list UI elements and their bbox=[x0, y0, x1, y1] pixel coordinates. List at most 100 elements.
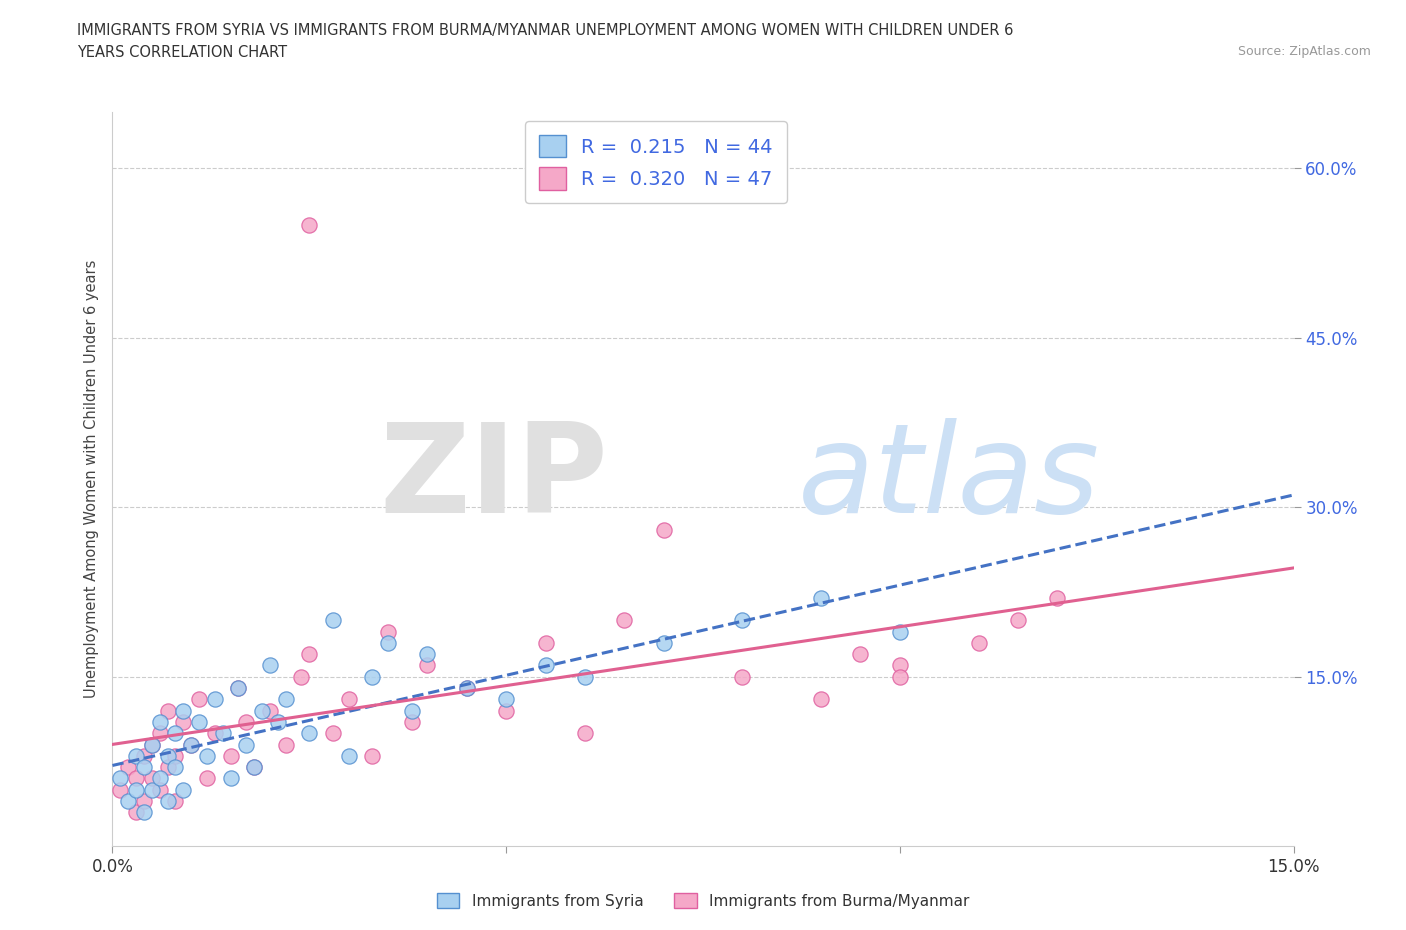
Text: ZIP: ZIP bbox=[380, 418, 609, 539]
Point bbox=[298, 725, 321, 740]
Point bbox=[165, 793, 187, 808]
Point bbox=[652, 635, 675, 650]
Y-axis label: Unemployment Among Women with Children Under 6 years: Unemployment Among Women with Children U… bbox=[83, 259, 98, 698]
Point bbox=[250, 703, 273, 718]
Point bbox=[401, 703, 423, 718]
Point bbox=[165, 749, 187, 764]
Point bbox=[141, 782, 163, 797]
Point bbox=[613, 613, 636, 628]
Text: YEARS CORRELATION CHART: YEARS CORRELATION CHART bbox=[77, 45, 287, 60]
Point bbox=[574, 725, 596, 740]
Point bbox=[156, 703, 179, 718]
Legend: Immigrants from Syria, Immigrants from Burma/Myanmar: Immigrants from Syria, Immigrants from B… bbox=[430, 886, 976, 915]
Point bbox=[652, 523, 675, 538]
Point bbox=[165, 725, 187, 740]
Point bbox=[132, 805, 155, 820]
Point bbox=[337, 749, 360, 764]
Point bbox=[132, 760, 155, 775]
Point bbox=[274, 737, 297, 752]
Point bbox=[228, 681, 250, 696]
Point bbox=[235, 737, 257, 752]
Text: atlas: atlas bbox=[797, 418, 1099, 539]
Point bbox=[298, 646, 321, 661]
Point bbox=[110, 782, 132, 797]
Point bbox=[259, 658, 281, 673]
Point bbox=[401, 714, 423, 729]
Point bbox=[1046, 591, 1069, 605]
Point bbox=[211, 725, 233, 740]
Point bbox=[188, 692, 211, 707]
Point bbox=[117, 793, 139, 808]
Point bbox=[117, 760, 139, 775]
Point bbox=[274, 692, 297, 707]
Point bbox=[172, 714, 194, 729]
Point bbox=[495, 692, 517, 707]
Point bbox=[172, 703, 194, 718]
Point bbox=[149, 771, 172, 786]
Point bbox=[165, 760, 187, 775]
Point bbox=[889, 670, 911, 684]
Point bbox=[141, 771, 163, 786]
Point bbox=[243, 760, 266, 775]
Point bbox=[377, 624, 399, 639]
Point bbox=[219, 749, 242, 764]
Point bbox=[322, 725, 344, 740]
Point bbox=[322, 613, 344, 628]
Point bbox=[132, 793, 155, 808]
Point bbox=[416, 646, 439, 661]
Point bbox=[149, 714, 172, 729]
Point bbox=[259, 703, 281, 718]
Point bbox=[188, 714, 211, 729]
Point bbox=[361, 670, 384, 684]
Point bbox=[149, 725, 172, 740]
Text: Source: ZipAtlas.com: Source: ZipAtlas.com bbox=[1237, 45, 1371, 58]
Point bbox=[337, 692, 360, 707]
Point bbox=[149, 782, 172, 797]
Point bbox=[204, 692, 226, 707]
Point bbox=[889, 658, 911, 673]
Point bbox=[731, 613, 754, 628]
Point bbox=[125, 749, 148, 764]
Point bbox=[1007, 613, 1029, 628]
Point bbox=[810, 591, 832, 605]
Point bbox=[967, 635, 990, 650]
Point bbox=[574, 670, 596, 684]
Point bbox=[132, 749, 155, 764]
Point bbox=[889, 624, 911, 639]
Point bbox=[810, 692, 832, 707]
Point bbox=[267, 714, 290, 729]
Point bbox=[361, 749, 384, 764]
Point bbox=[534, 658, 557, 673]
Point bbox=[534, 635, 557, 650]
Point bbox=[156, 760, 179, 775]
Point bbox=[180, 737, 202, 752]
Point bbox=[456, 681, 478, 696]
Point bbox=[204, 725, 226, 740]
Point bbox=[456, 681, 478, 696]
Text: IMMIGRANTS FROM SYRIA VS IMMIGRANTS FROM BURMA/MYANMAR UNEMPLOYMENT AMONG WOMEN : IMMIGRANTS FROM SYRIA VS IMMIGRANTS FROM… bbox=[77, 23, 1014, 38]
Point bbox=[195, 749, 218, 764]
Point bbox=[172, 782, 194, 797]
Point bbox=[235, 714, 257, 729]
Point bbox=[110, 771, 132, 786]
Point bbox=[156, 749, 179, 764]
Point bbox=[180, 737, 202, 752]
Point bbox=[377, 635, 399, 650]
Point bbox=[195, 771, 218, 786]
Legend: R =  0.215   N = 44, R =  0.320   N = 47: R = 0.215 N = 44, R = 0.320 N = 47 bbox=[524, 121, 786, 203]
Point bbox=[731, 670, 754, 684]
Point bbox=[416, 658, 439, 673]
Point bbox=[298, 218, 321, 232]
Point bbox=[290, 670, 312, 684]
Point bbox=[125, 771, 148, 786]
Point bbox=[228, 681, 250, 696]
Point bbox=[141, 737, 163, 752]
Point bbox=[125, 805, 148, 820]
Point bbox=[495, 703, 517, 718]
Point bbox=[243, 760, 266, 775]
Point bbox=[156, 793, 179, 808]
Point bbox=[219, 771, 242, 786]
Point bbox=[849, 646, 872, 661]
Point bbox=[125, 782, 148, 797]
Point bbox=[141, 737, 163, 752]
